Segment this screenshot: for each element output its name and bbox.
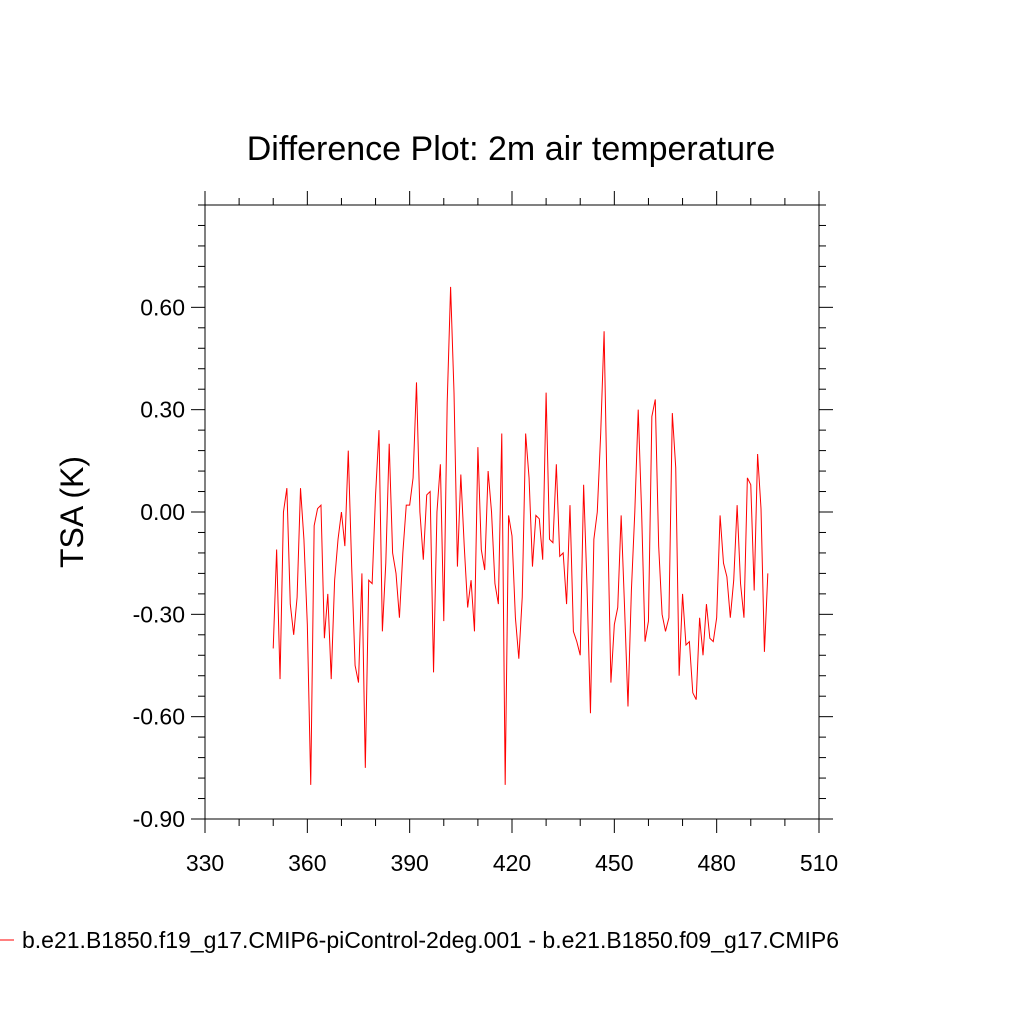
series-line (272, 286, 769, 785)
y-tick-label: -0.60 (133, 704, 185, 730)
x-tick-label: 450 (595, 850, 633, 876)
y-axis: -0.90 -0.60 -0.30 0.00 0.30 0.60 (133, 204, 833, 832)
y-axis-label: TSA (K) (54, 456, 90, 568)
x-tick-label: 480 (697, 850, 735, 876)
x-tick-label: 360 (288, 850, 326, 876)
x-tick-label: 420 (493, 850, 531, 876)
y-tick-label: 0.30 (140, 397, 185, 423)
x-tick-label: 390 (390, 850, 428, 876)
plot-border (204, 204, 820, 820)
chart-title: Difference Plot: 2m air temperature (247, 130, 776, 168)
x-tick-label: 510 (800, 850, 838, 876)
x-axis: 330 360 390 420 450 480 510 (186, 191, 838, 876)
y-tick-label: 0.60 (140, 294, 185, 320)
x-tick-label: 330 (186, 850, 224, 876)
legend: b.e21.B1850.f19_g17.CMIP6-piControl-2deg… (0, 927, 839, 953)
plot-frame (204, 204, 820, 820)
y-tick-label: 0.00 (140, 499, 185, 525)
y-tick-label: -0.30 (133, 601, 185, 627)
y-tick-label: -0.90 (133, 806, 185, 832)
legend-label: b.e21.B1850.f19_g17.CMIP6-piControl-2deg… (22, 927, 839, 953)
series-layer (272, 286, 769, 785)
